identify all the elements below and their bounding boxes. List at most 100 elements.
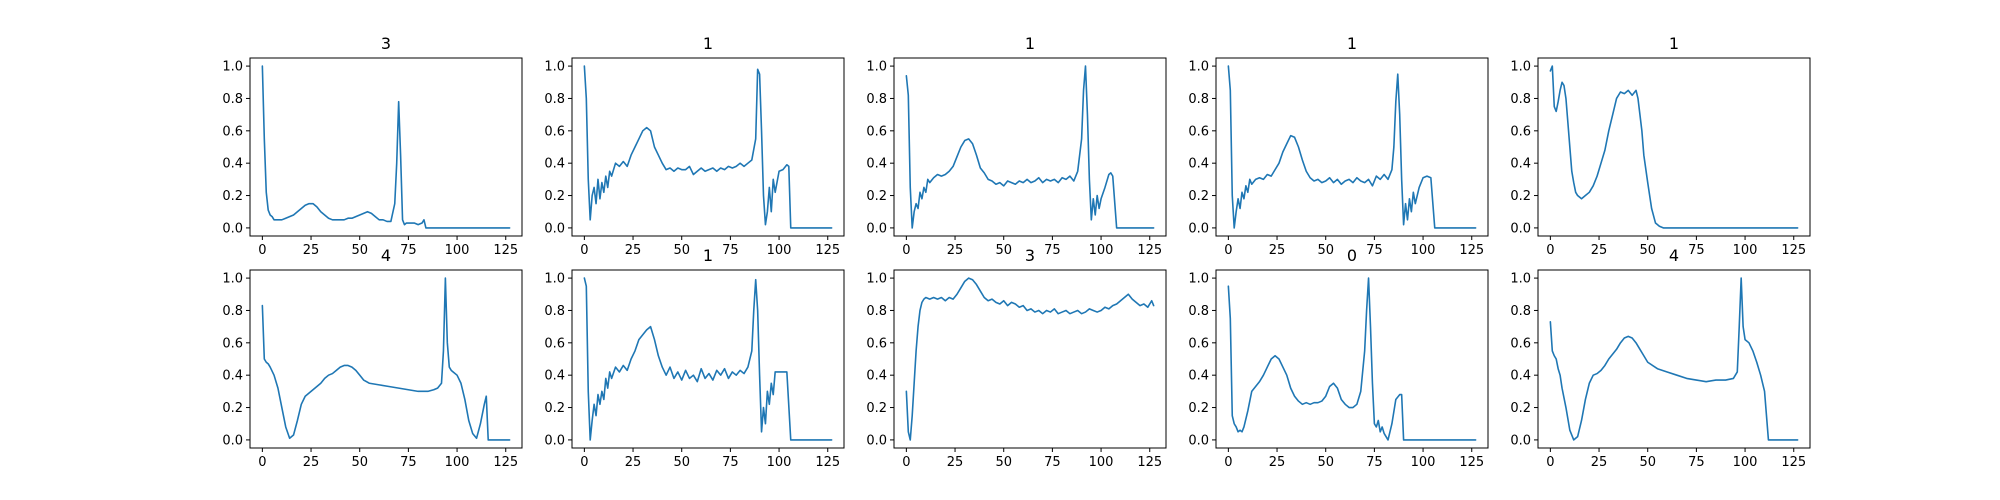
- x-tick-label: 125: [493, 243, 518, 258]
- signal-line: [1549, 65, 1799, 229]
- signal-line: [1227, 65, 1477, 229]
- x-tick-label: 75: [1688, 455, 1705, 470]
- subplot-9: 0 0 25 50 75 100 125 0.0 0.2 0.4 0.6 0.8 1.0: [1188, 246, 1489, 470]
- y-tick-label: 0.6: [866, 124, 887, 139]
- x-tick-label: 0: [580, 455, 588, 470]
- subplot-title: 4: [381, 246, 391, 265]
- y-tick-label: 0.0: [544, 433, 565, 448]
- axes-frame: [1537, 269, 1811, 449]
- x-tick-label: 75: [1688, 243, 1705, 258]
- axes-frame: [893, 57, 1167, 237]
- y-tick-label: 1.0: [222, 272, 243, 287]
- x-tick-label: 125: [815, 243, 840, 258]
- subplot-title: 0: [1347, 246, 1357, 265]
- x-tick-label: 50: [995, 455, 1012, 470]
- signal-line: [905, 277, 1155, 441]
- y-tick-label: 1.0: [544, 60, 565, 75]
- y-tick-label: 0.8: [1188, 92, 1209, 107]
- signal-line: [583, 65, 833, 229]
- y-tick-label: 1.0: [1510, 60, 1531, 75]
- y-tick-label: 0.0: [1188, 433, 1209, 448]
- y-tick-label: 0.8: [222, 304, 243, 319]
- x-tick-label: 100: [1733, 243, 1758, 258]
- y-tick-label: 0.4: [1188, 157, 1209, 172]
- subplot-5: 1 0 25 50 75 100 125 0.0 0.2 0.4 0.6 0.8 1.0: [1510, 34, 1811, 258]
- subplot-8: 3 0 25 50 75 100 125 0.0 0.2 0.4 0.6 0.8 1.0: [866, 246, 1167, 470]
- subplot-3: 1 0 25 50 75 100 125 0.0 0.2 0.4 0.6 0.8 1.0: [866, 34, 1167, 258]
- signal-line: [583, 277, 833, 441]
- x-tick-label: 50: [673, 243, 690, 258]
- y-tick-label: 0.8: [1188, 304, 1209, 319]
- y-tick-label: 0.4: [866, 369, 887, 384]
- axes-frame: [1537, 57, 1811, 237]
- x-tick-label: 125: [493, 455, 518, 470]
- x-tick-label: 50: [1317, 243, 1334, 258]
- y-tick-label: 0.4: [222, 157, 243, 172]
- y-tick-label: 0.6: [866, 336, 887, 351]
- subplot-title: 1: [703, 246, 713, 265]
- y-tick-label: 0.2: [222, 189, 243, 204]
- y-tick-label: 0.4: [544, 157, 565, 172]
- axes-frame: [571, 269, 845, 449]
- subplot-title: 1: [1347, 34, 1357, 53]
- axes-frame: [1215, 57, 1489, 237]
- x-tick-label: 75: [1366, 455, 1383, 470]
- y-tick-label: 0.2: [544, 189, 565, 204]
- y-tick-label: 0.6: [544, 336, 565, 351]
- x-tick-label: 25: [1591, 455, 1608, 470]
- y-tick-label: 0.8: [222, 92, 243, 107]
- y-tick-label: 0.2: [544, 401, 565, 416]
- x-tick-label: 0: [1224, 455, 1232, 470]
- x-tick-label: 100: [1733, 455, 1758, 470]
- x-tick-label: 50: [673, 455, 690, 470]
- y-tick-label: 0.2: [1510, 189, 1531, 204]
- y-tick-label: 0.0: [544, 221, 565, 236]
- subplot-10: 4 0 25 50 75 100 125 0.0 0.2 0.4 0.6 0.8 1.0: [1510, 246, 1811, 470]
- subplot-title: 3: [381, 34, 391, 53]
- x-tick-label: 0: [1224, 243, 1232, 258]
- x-tick-label: 100: [1089, 455, 1114, 470]
- y-tick-label: 0.0: [866, 221, 887, 236]
- x-tick-label: 25: [625, 243, 642, 258]
- signal-line: [905, 65, 1155, 229]
- axes-frame: [893, 269, 1167, 449]
- x-tick-label: 75: [1044, 243, 1061, 258]
- y-tick-label: 0.0: [866, 433, 887, 448]
- x-tick-label: 25: [947, 455, 964, 470]
- x-tick-label: 0: [258, 455, 266, 470]
- y-tick-label: 0.6: [544, 124, 565, 139]
- y-tick-label: 0.4: [1188, 369, 1209, 384]
- x-tick-label: 50: [351, 243, 368, 258]
- subplot-title: 1: [1669, 34, 1679, 53]
- x-tick-label: 25: [1269, 243, 1286, 258]
- signal-line: [261, 65, 511, 229]
- y-tick-label: 0.0: [1510, 433, 1531, 448]
- y-tick-label: 0.2: [866, 401, 887, 416]
- y-tick-label: 0.8: [866, 92, 887, 107]
- y-tick-label: 0.2: [1188, 189, 1209, 204]
- x-tick-label: 100: [767, 455, 792, 470]
- x-tick-label: 100: [767, 243, 792, 258]
- x-tick-label: 25: [1591, 243, 1608, 258]
- y-tick-label: 1.0: [866, 60, 887, 75]
- x-tick-label: 0: [902, 243, 910, 258]
- y-tick-label: 0.6: [1510, 124, 1531, 139]
- y-tick-label: 0.6: [222, 336, 243, 351]
- y-tick-label: 0.2: [1188, 401, 1209, 416]
- x-tick-label: 75: [400, 243, 417, 258]
- y-tick-label: 0.8: [544, 304, 565, 319]
- x-tick-label: 125: [1137, 455, 1162, 470]
- x-tick-label: 50: [995, 243, 1012, 258]
- axes-frame: [249, 269, 523, 449]
- y-tick-label: 0.8: [866, 304, 887, 319]
- x-tick-label: 25: [947, 243, 964, 258]
- x-tick-label: 75: [1366, 243, 1383, 258]
- subplot-2: 1 0 25 50 75 100 125 0.0 0.2 0.4 0.6 0.8 1.0: [544, 34, 845, 258]
- x-tick-label: 75: [400, 455, 417, 470]
- y-tick-label: 1.0: [866, 272, 887, 287]
- axes-frame: [249, 57, 523, 237]
- y-tick-label: 0.6: [1510, 336, 1531, 351]
- y-tick-label: 1.0: [1510, 272, 1531, 287]
- y-tick-label: 0.0: [222, 433, 243, 448]
